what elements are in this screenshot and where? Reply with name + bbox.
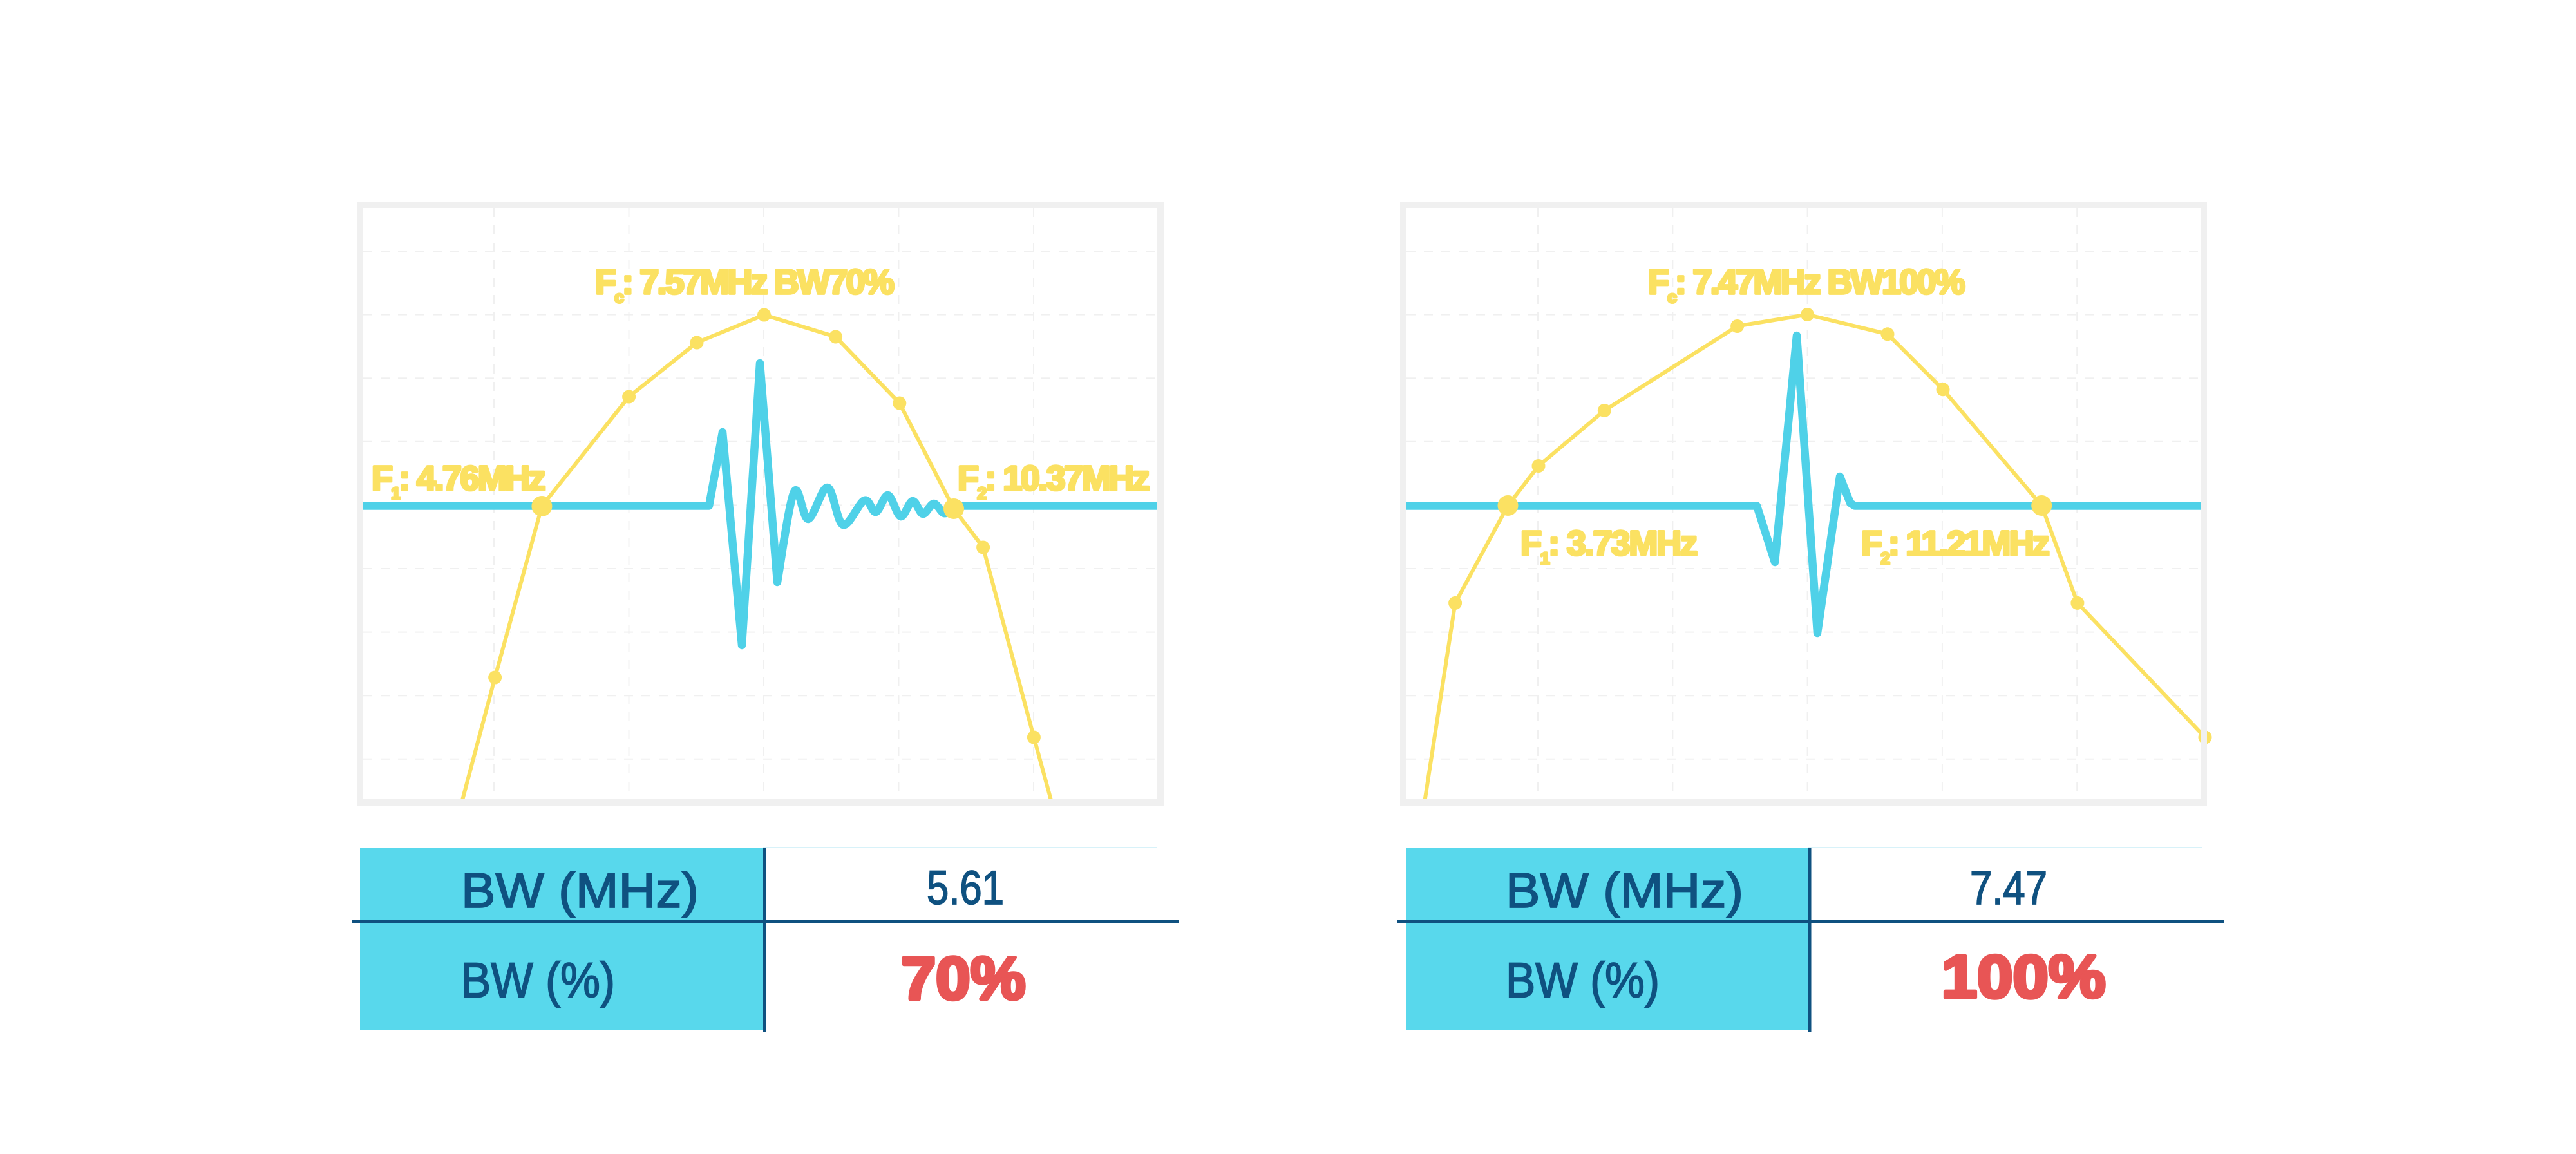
svg-text:Fc: 7.47MHz BW100%: Fc: 7.47MHz BW100% bbox=[1648, 263, 1965, 307]
svg-text:70%: 70% bbox=[902, 945, 1026, 1012]
svg-text:5.61: 5.61 bbox=[927, 861, 1004, 914]
svg-text:100%: 100% bbox=[1942, 943, 2106, 1010]
svg-text:BW (MHz): BW (MHz) bbox=[461, 864, 699, 918]
svg-text:7.47: 7.47 bbox=[1970, 861, 2047, 914]
svg-text:BW (%): BW (%) bbox=[1506, 954, 1660, 1008]
svg-text:BW (%): BW (%) bbox=[461, 954, 615, 1008]
svg-text:F2: 10.37MHz: F2: 10.37MHz bbox=[958, 459, 1150, 503]
svg-text:Fc: 7.57MHz BW70%: Fc: 7.57MHz BW70% bbox=[595, 263, 894, 307]
svg-text:F1: 3.73MHz: F1: 3.73MHz bbox=[1520, 524, 1697, 568]
svg-text:F2: 11.21MHz: F2: 11.21MHz bbox=[1861, 524, 2049, 568]
svg-text:F1: 4.76MHz: F1: 4.76MHz bbox=[372, 459, 545, 503]
svg-text:BW (MHz): BW (MHz) bbox=[1506, 864, 1743, 918]
